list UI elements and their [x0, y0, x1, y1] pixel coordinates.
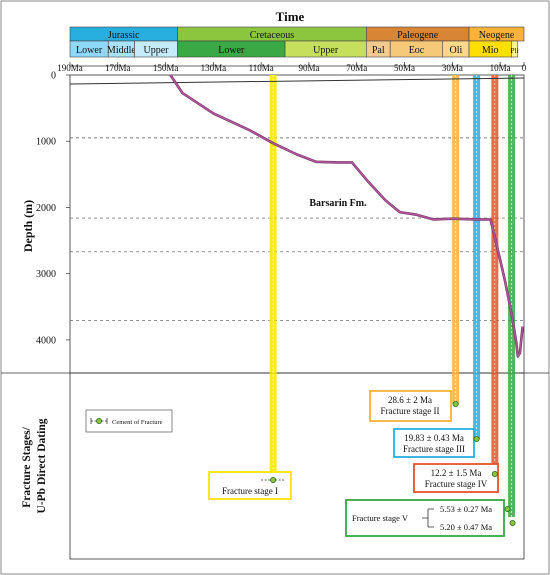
- cement-marker: [491, 470, 498, 477]
- period-label: Neogene: [479, 30, 515, 41]
- legend-cement-marker: [96, 417, 103, 424]
- fracture-stage-box-1: [208, 471, 292, 500]
- x-tick-label: 130Ma: [201, 63, 227, 73]
- epoch-label: Lower: [218, 45, 245, 56]
- fracture-stage-label: Fracture stage IV: [425, 479, 488, 489]
- x-tick-label: 0: [522, 63, 527, 73]
- epoch-label: Middle: [107, 45, 136, 56]
- y-tick-label: 4000: [36, 335, 56, 346]
- lower-panel-label-line2: U-Pb Direct Dating: [36, 418, 48, 513]
- legend-box: [85, 409, 173, 433]
- fracture-stage-age: 5.53 ± 0.27 Ma: [440, 504, 492, 514]
- epoch-label: Mio: [482, 45, 499, 56]
- burial-curve: [69, 74, 525, 358]
- chart-title: Time: [276, 9, 305, 24]
- period-label: Paleogene: [397, 30, 439, 41]
- epoch-label: Eoc: [409, 45, 425, 56]
- y-axis-title: Depth (m): [21, 200, 35, 252]
- fracture-stage-age: 19.83 ± 0.43 Ma: [404, 433, 464, 443]
- fracture-stage-age: 5.20 ± 0.47 Ma: [440, 522, 492, 532]
- fracture-stage-label: Fracture stage II: [381, 406, 440, 416]
- cement-marker: [509, 520, 516, 527]
- epoch-label: Upper: [313, 45, 339, 56]
- x-axis-ticks: 190Ma 170Ma 150Ma 130Ma 110Ma 90Ma 70Ma 50Ma 30M…: [57, 62, 527, 73]
- formation-label: Barsarin Fm.: [309, 198, 367, 209]
- x-tick-label: 190Ma: [57, 63, 83, 73]
- x-tick-label: 150Ma: [153, 63, 179, 73]
- fracture-stage-label: Fracture stage I: [222, 486, 278, 496]
- fracture-stage-label: Fracture stage V: [352, 513, 409, 523]
- y-tick-label: 2000: [36, 203, 56, 214]
- fracture-stage-box-3: [393, 428, 475, 458]
- epoch-label: Oli: [450, 45, 463, 56]
- epoch-pli: [511, 40, 519, 58]
- x-tick-label: 170Ma: [105, 63, 131, 73]
- cement-marker: [452, 400, 459, 407]
- legend: Cement of Fracture: [85, 409, 173, 433]
- lower-panel-label-line1: Fracture Stages/: [21, 426, 33, 507]
- x-tick-label: 50Ma: [394, 63, 415, 73]
- y-tick-label: 0: [51, 71, 56, 82]
- period-label: Cretaceous: [250, 30, 295, 41]
- fracture-stage-age: 28.6 ± 2 Ma: [388, 395, 432, 405]
- epoch-label: Pli: [511, 47, 519, 55]
- x-tick-label: 110Ma: [249, 63, 274, 73]
- fracture-stage-age: 12.2 ± 1.5 Ma: [431, 468, 482, 478]
- cement-marker: [504, 505, 511, 512]
- x-tick-label: 90Ma: [298, 63, 319, 73]
- epoch-label: Lower: [76, 45, 103, 56]
- legend-label: Cement of Fracture: [112, 419, 163, 426]
- y-tick-label: 1000: [36, 137, 56, 148]
- x-tick-label: 70Ma: [346, 63, 367, 73]
- surface-line: [69, 77, 525, 85]
- y-tick-label: 3000: [36, 269, 56, 280]
- fracture-bar-4: [491, 75, 499, 474]
- period-label: Jurassic: [108, 30, 140, 41]
- fracture-stage-box-4: [413, 463, 499, 493]
- x-tick-label: 30Ma: [442, 63, 463, 73]
- cement-marker: [270, 476, 277, 483]
- x-tick-label: 10Ma: [490, 63, 511, 73]
- lower-panel-label: Fracture Stages/ U-Pb Direct Dating: [21, 418, 48, 513]
- cement-marker: [473, 435, 480, 442]
- fracture-stage-label: Fracture stage III: [403, 444, 465, 454]
- stage-bracket: [422, 508, 434, 528]
- geologic-timescale: Jurassic Cretaceous Paleogene Neogene Lower M…: [69, 26, 525, 58]
- epoch-label: Pal: [372, 45, 385, 56]
- fracture-stage-bars: [269, 75, 516, 517]
- y-axis-ticks: 0 1000 2000 3000 4000: [36, 71, 70, 346]
- fracture-stage-box-2: [369, 390, 452, 422]
- epoch-label: Upper: [144, 45, 170, 56]
- burial-curve-line: [169, 74, 524, 358]
